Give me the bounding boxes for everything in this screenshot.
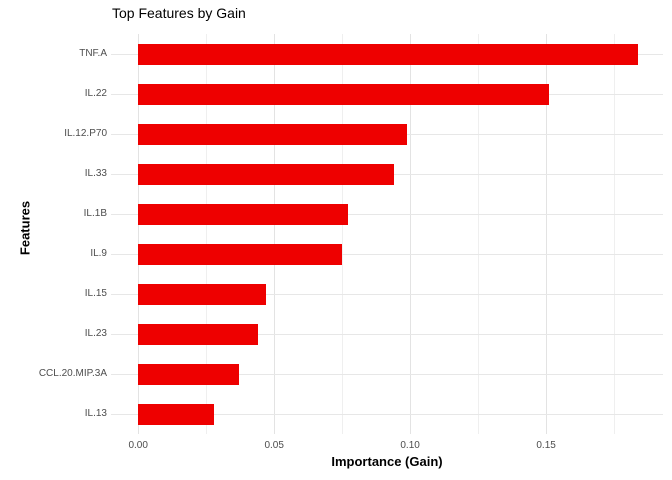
category-gridline [111,373,663,375]
category-gridline [111,333,663,335]
bar-il-12-p70 [138,123,408,145]
category-gridline [111,213,663,215]
category-label: IL.23 [84,328,107,339]
category-gridline [111,293,663,295]
bar-il-9 [138,243,343,265]
minor-gridline [478,34,480,434]
category-label: IL.12.P70 [64,128,107,139]
category-label: IL.15 [84,288,107,299]
minor-gridline [342,34,344,434]
category-label: IL.9 [90,248,107,259]
major-gridline [274,34,276,434]
x-tick-label: 0.15 [536,440,556,451]
category-label: IL.13 [84,408,107,419]
category-label: IL.22 [84,88,107,99]
x-tick-label: 0.05 [264,440,284,451]
major-gridline [138,34,140,434]
x-tick-label: 0.10 [400,440,420,451]
category-gridline [111,253,663,255]
bar-tnf-a [138,43,639,65]
category-label: IL.33 [84,168,107,179]
x-axis-tick-labels: 0.00 0.05 0.10 0.15 [0,440,672,454]
major-gridline [410,34,412,434]
chart-title: Top Features by Gain [112,5,246,21]
plot-panel [111,34,663,434]
bar-il-33 [138,163,394,185]
category-gridline [111,413,663,415]
minor-gridline [614,34,616,434]
bar-il-13 [138,403,215,425]
x-axis-title: Importance (Gain) [331,454,443,469]
category-label: CCL.20.MIP.3A [38,368,107,379]
bar-ccl-20-mip-3a [138,363,239,385]
bar-il-15 [138,283,266,305]
category-label: IL.1B [83,208,107,219]
bar-il-23 [138,323,258,345]
x-tick-label: 0.00 [128,440,148,451]
category-label: TNF.A [79,48,107,59]
y-axis-labels: TNF.A IL.22 IL.12.P70 IL.33 IL.1B IL.9 IL.15 IL… [0,34,107,434]
bar-il-22 [138,83,549,105]
major-gridline [546,34,548,434]
minor-gridline [206,34,208,434]
bar-il-1b [138,203,348,225]
